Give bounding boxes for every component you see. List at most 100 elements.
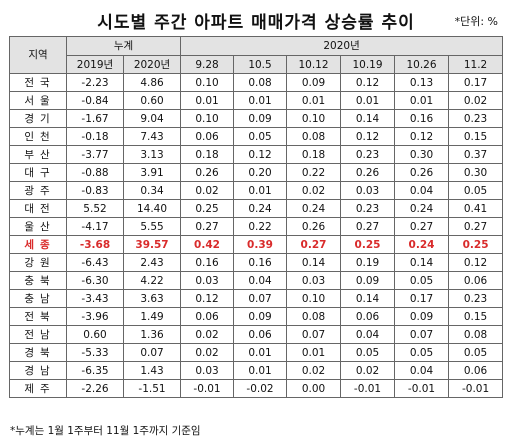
week-3-cell: 0.01	[286, 91, 342, 110]
cum-2019-cell: 0.60	[66, 325, 124, 344]
week-4-cell: 0.06	[340, 307, 396, 326]
week-3-cell: 0.02	[286, 181, 342, 200]
week-5-cell: 0.27	[394, 217, 450, 236]
week-4-cell: 0.12	[340, 127, 396, 146]
week-2-cell: 0.06	[233, 325, 288, 344]
week-3-cell: 0.22	[286, 163, 342, 182]
header-week-3: 10.12	[286, 55, 342, 74]
table-row: 경기 -1.67 9.04 0.10 0.09 0.10 0.14 0.16 0.23	[9, 109, 504, 128]
cum-2019-cell: -1.67	[66, 109, 124, 128]
cum-2019-cell: -3.43	[66, 289, 124, 308]
table-row: 세종 -3.68 39.57 0.42 0.39 0.27 0.25 0.24 0.25	[9, 235, 504, 254]
cum-2020-cell: 4.86	[122, 73, 182, 92]
week-2-cell: 0.01	[233, 181, 288, 200]
cum-2020-cell: 3.63	[122, 289, 182, 308]
page-title: 시도별 주간 아파트 매매가격 상승률 추이	[97, 13, 415, 33]
cum-2020-cell: 2.43	[122, 253, 182, 272]
week-5-cell: 0.24	[394, 199, 450, 218]
cum-2020-cell: 9.04	[122, 109, 182, 128]
week-4-cell: 0.25	[340, 235, 396, 254]
table-row: 충남 -3.43 3.63 0.12 0.07 0.10 0.14 0.17 0.23	[9, 289, 504, 308]
region-cell: 인천	[9, 127, 67, 146]
week-6-cell: 0.30	[448, 163, 504, 182]
week-5-cell: 0.12	[394, 127, 450, 146]
region-cell: 세종	[9, 235, 67, 254]
week-4-cell: 0.23	[340, 199, 396, 218]
week-5-cell: 0.04	[394, 181, 450, 200]
cum-2019-cell: -5.33	[66, 343, 124, 362]
week-2-cell: 0.05	[233, 127, 288, 146]
week-4-cell: 0.03	[340, 181, 396, 200]
table-row: 인천 -0.18 7.43 0.06 0.05 0.08 0.12 0.12 0.15	[9, 127, 504, 146]
week-5-cell: 0.16	[394, 109, 450, 128]
cum-2020-cell: 4.22	[122, 271, 182, 290]
cum-2019-cell: -3.96	[66, 307, 124, 326]
region-cell: 경남	[9, 361, 67, 380]
cum-2019-cell: -2.26	[66, 379, 124, 398]
region-cell: 울산	[9, 217, 67, 236]
region-cell: 서울	[9, 91, 67, 110]
region-cell: 경기	[9, 109, 67, 128]
week-2-cell: 0.09	[233, 109, 288, 128]
week-2-cell: 0.09	[233, 307, 288, 326]
cum-2020-cell: 1.43	[122, 361, 182, 380]
week-1-cell: 0.02	[180, 181, 235, 200]
table-row: 대전 5.52 14.40 0.25 0.24 0.24 0.23 0.24 0.41	[9, 199, 504, 218]
week-2-cell: 0.22	[233, 217, 288, 236]
cum-2019-cell: -0.88	[66, 163, 124, 182]
region-cell: 경북	[9, 343, 67, 362]
week-1-cell: 0.03	[180, 271, 235, 290]
week-3-cell: 0.24	[286, 199, 342, 218]
week-3-cell: 0.10	[286, 109, 342, 128]
week-3-cell: 0.14	[286, 253, 342, 272]
week-6-cell: 0.37	[448, 145, 504, 164]
region-cell: 제주	[9, 379, 67, 398]
cum-2020-cell: 1.49	[122, 307, 182, 326]
region-cell: 충북	[9, 271, 67, 290]
week-2-cell: 0.39	[233, 235, 288, 254]
header-region: 지역	[9, 36, 67, 74]
cum-2020-cell: 3.13	[122, 145, 182, 164]
price-change-table: 지역 누계 2020년 2019년 2020년 9.28 10.5 10.12 …	[9, 36, 504, 398]
region-cell: 광주	[9, 181, 67, 200]
week-6-cell: 0.08	[448, 325, 504, 344]
week-1-cell: 0.12	[180, 289, 235, 308]
header-weekly: 2020년	[180, 36, 504, 56]
region-cell: 대구	[9, 163, 67, 182]
week-6-cell: -0.01	[448, 379, 504, 398]
week-6-cell: 0.06	[448, 271, 504, 290]
week-4-cell: 0.23	[340, 145, 396, 164]
week-3-cell: 0.10	[286, 289, 342, 308]
cum-2020-cell: 14.40	[122, 199, 182, 218]
cum-2020-cell: 39.57	[122, 235, 182, 254]
week-5-cell: 0.05	[394, 343, 450, 362]
week-1-cell: 0.18	[180, 145, 235, 164]
week-4-cell: 0.09	[340, 271, 396, 290]
week-3-cell: 0.03	[286, 271, 342, 290]
week-2-cell: 0.07	[233, 289, 288, 308]
region-cell: 강원	[9, 253, 67, 272]
week-5-cell: 0.09	[394, 307, 450, 326]
week-1-cell: 0.03	[180, 361, 235, 380]
week-1-cell: 0.10	[180, 109, 235, 128]
table-row: 전북 -3.96 1.49 0.06 0.09 0.08 0.06 0.09 0.15	[9, 307, 504, 326]
week-5-cell: -0.01	[394, 379, 450, 398]
week-2-cell: 0.04	[233, 271, 288, 290]
week-5-cell: 0.04	[394, 361, 450, 380]
cum-2019-cell: -6.30	[66, 271, 124, 290]
week-4-cell: 0.12	[340, 73, 396, 92]
week-4-cell: -0.01	[340, 379, 396, 398]
week-2-cell: 0.08	[233, 73, 288, 92]
cum-2019-cell: -3.68	[66, 235, 124, 254]
week-6-cell: 0.41	[448, 199, 504, 218]
cum-2019-cell: -0.83	[66, 181, 124, 200]
week-3-cell: 0.26	[286, 217, 342, 236]
cum-2020-cell: 0.07	[122, 343, 182, 362]
table-row: 전국 -2.23 4.86 0.10 0.08 0.09 0.12 0.13 0.17	[9, 73, 504, 92]
week-4-cell: 0.02	[340, 361, 396, 380]
week-6-cell: 0.17	[448, 73, 504, 92]
week-6-cell: 0.02	[448, 91, 504, 110]
week-4-cell: 0.27	[340, 217, 396, 236]
week-6-cell: 0.25	[448, 235, 504, 254]
table-row: 경남 -6.35 1.43 0.03 0.01 0.02 0.02 0.04 0.06	[9, 361, 504, 380]
